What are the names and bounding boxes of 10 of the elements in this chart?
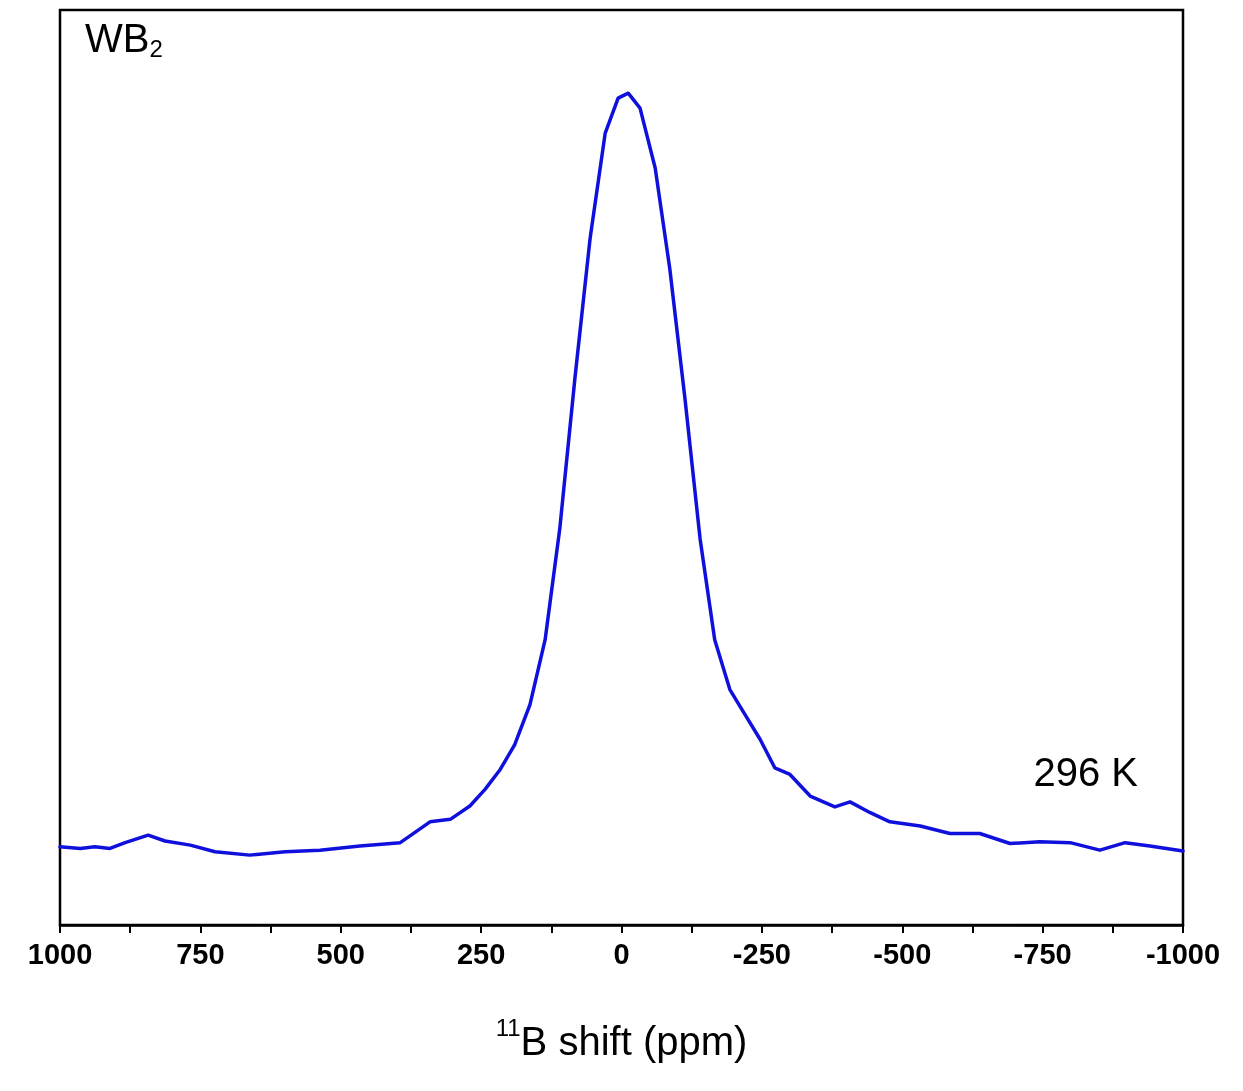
x-tick-label: 500 bbox=[316, 937, 365, 970]
x-tick-label: -500 bbox=[873, 937, 932, 970]
x-tick-label: -1000 bbox=[1145, 937, 1221, 970]
x-tick-label: -750 bbox=[1013, 937, 1072, 970]
x-tick-label: 0 bbox=[613, 937, 630, 970]
annotation: 296 K bbox=[1033, 750, 1139, 794]
x-tick-label: 750 bbox=[176, 937, 225, 970]
x-tick-label: 250 bbox=[456, 937, 506, 970]
x-tick-label: -250 bbox=[732, 937, 791, 970]
x-tick-label: 1000 bbox=[27, 937, 93, 970]
